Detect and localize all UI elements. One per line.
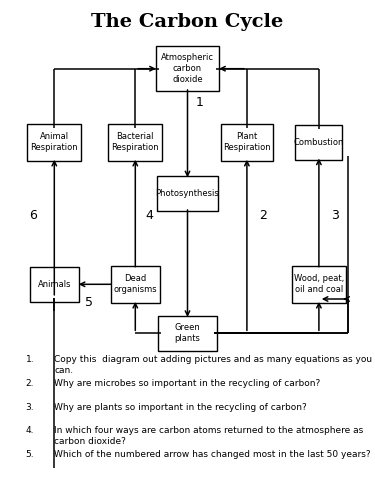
- Text: Plant
Respiration: Plant Respiration: [223, 132, 271, 152]
- FancyBboxPatch shape: [156, 46, 219, 91]
- Text: The Carbon Cycle: The Carbon Cycle: [92, 13, 284, 31]
- Text: Wood, peat,
oil and coal: Wood, peat, oil and coal: [294, 274, 344, 294]
- FancyBboxPatch shape: [296, 125, 342, 160]
- Text: Animals: Animals: [38, 280, 71, 289]
- Text: Green
plants: Green plants: [174, 323, 200, 344]
- Text: 1.: 1.: [26, 356, 34, 364]
- Text: Copy this  diagram out adding pictures and as many equations as you can.: Copy this diagram out adding pictures an…: [54, 356, 372, 375]
- Text: Bacterial
Respiration: Bacterial Respiration: [111, 132, 159, 152]
- Text: Why are plants so important in the recycling of carbon?: Why are plants so important in the recyc…: [54, 402, 307, 411]
- Text: Dead
organisms: Dead organisms: [114, 274, 157, 294]
- FancyBboxPatch shape: [27, 124, 81, 161]
- Text: 5.: 5.: [26, 450, 34, 459]
- FancyBboxPatch shape: [111, 266, 160, 303]
- FancyBboxPatch shape: [292, 266, 346, 303]
- Text: 2: 2: [259, 209, 267, 222]
- Text: 1: 1: [196, 96, 204, 110]
- Text: Why are microbes so important in the recycling of carbon?: Why are microbes so important in the rec…: [54, 379, 321, 388]
- Text: 4.: 4.: [26, 426, 34, 436]
- Text: 2.: 2.: [26, 379, 34, 388]
- Text: 4: 4: [146, 209, 154, 222]
- FancyBboxPatch shape: [30, 267, 79, 302]
- Text: 6: 6: [30, 209, 38, 222]
- Text: Animal
Respiration: Animal Respiration: [30, 132, 78, 152]
- Text: 3: 3: [331, 209, 339, 222]
- Text: Atmospheric
carbon
dioxide: Atmospheric carbon dioxide: [161, 53, 214, 84]
- Text: In which four ways are carbon atoms returned to the atmosphere as carbon dioxide: In which four ways are carbon atoms retu…: [54, 426, 363, 446]
- FancyBboxPatch shape: [157, 176, 218, 211]
- Text: Photosynthesis: Photosynthesis: [156, 189, 219, 198]
- Text: 3.: 3.: [26, 402, 34, 411]
- FancyBboxPatch shape: [108, 124, 162, 161]
- Text: 5: 5: [84, 296, 93, 309]
- FancyBboxPatch shape: [220, 124, 273, 161]
- Text: Combustion: Combustion: [294, 138, 344, 146]
- Text: Which of the numbered arrow has changed most in the last 50 years?: Which of the numbered arrow has changed …: [54, 450, 371, 459]
- FancyBboxPatch shape: [158, 316, 218, 350]
